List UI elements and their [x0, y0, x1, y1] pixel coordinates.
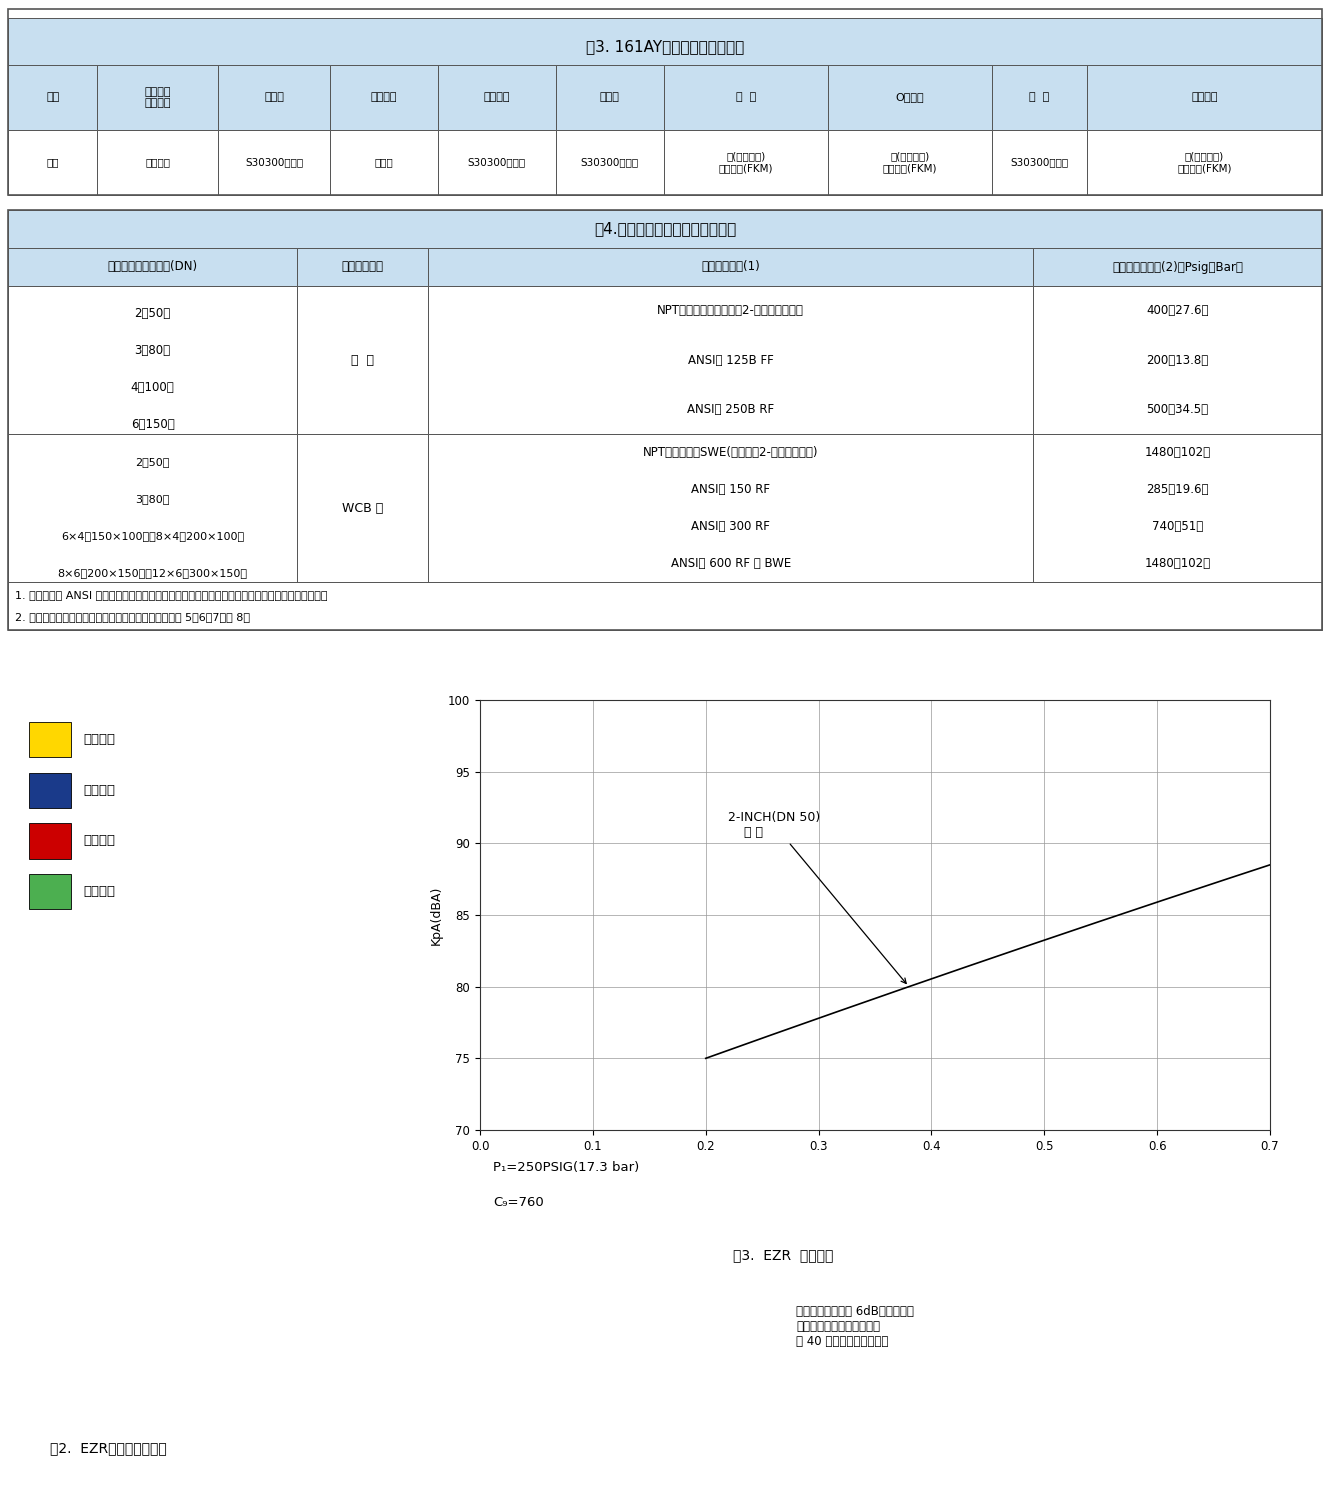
Text: ANSI级 600 RF 或 BWE: ANSI级 600 RF 或 BWE	[670, 557, 791, 570]
Text: 2. 若要了解皮膜材料和其他的压力额定值，请参见表格 5、6、7以及 8。: 2. 若要了解皮膜材料和其他的压力额定值，请参见表格 5、6、7以及 8。	[15, 612, 250, 621]
Bar	[1033, 434, 1322, 582]
Bar	[1033, 286, 1322, 434]
Bar	[556, 64, 664, 130]
Bar	[428, 248, 1033, 286]
Text: O－型环: O－型环	[895, 93, 924, 102]
Text: ANSI级 125B FF: ANSI级 125B FF	[688, 353, 774, 367]
Text: WCB 钢: WCB 钢	[342, 501, 383, 515]
Text: 阀杆支: 阀杆支	[265, 93, 285, 102]
Text: 6×4（150×100），8×4（200×100）: 6×4（150×100），8×4（200×100）	[61, 531, 245, 540]
Bar	[218, 64, 330, 130]
Text: 注意：噪声每增加 6dB，感觉到的
噪声幅度加倍。使用无绝缘
的 40 型管道测试的结果。: 注意：噪声每增加 6dB，感觉到的 噪声幅度加倍。使用无绝缘 的 40 型管道测…	[795, 1305, 914, 1348]
Bar	[1033, 248, 1322, 286]
Text: 控制弹簧: 控制弹簧	[371, 93, 398, 102]
Bar	[297, 248, 428, 286]
Bar	[8, 434, 297, 582]
Text: 图3.  EZR  型噪声图: 图3. EZR 型噪声图	[733, 1248, 833, 1263]
Bar	[29, 723, 70, 757]
Text: 400（27.6）: 400（27.6）	[1146, 304, 1209, 317]
Text: ANSI级 250B RF: ANSI级 250B RF	[688, 402, 774, 416]
Text: 腈(丁腈橡胶)
或氟橡胶(FKM): 腈(丁腈橡胶) 或氟橡胶(FKM)	[718, 151, 773, 174]
Text: 主阀阀体尺寸，英寸(DN): 主阀阀体尺寸，英寸(DN)	[108, 260, 198, 274]
Bar	[428, 286, 1033, 434]
Text: NPT螺纹连接（只适用于2-英寸阀体尺寸）: NPT螺纹连接（只适用于2-英寸阀体尺寸）	[657, 304, 805, 317]
Text: 腈(丁腈橡胶)
或氟橡胶(FKM): 腈(丁腈橡胶) 或氟橡胶(FKM)	[883, 151, 938, 174]
Bar	[829, 64, 992, 130]
Bar	[664, 64, 829, 130]
Bar	[330, 64, 438, 130]
Text: S30300不锈钢: S30300不锈钢	[581, 157, 638, 168]
Text: 球墨铸铁: 球墨铸铁	[145, 157, 170, 168]
Bar	[8, 286, 297, 434]
Text: 阀瓣配件: 阀瓣配件	[1192, 93, 1218, 102]
Text: 腈(丁腈橡胶)
或氟橡胶(FKM): 腈(丁腈橡胶) 或氟橡胶(FKM)	[1177, 151, 1232, 174]
Bar	[8, 209, 1322, 248]
Text: 1480（102）: 1480（102）	[1144, 557, 1210, 570]
Y-axis label: KpA(dBA): KpA(dBA)	[430, 886, 443, 944]
Text: 2（50）: 2（50）	[136, 456, 170, 467]
Text: 1480（102）: 1480（102）	[1144, 446, 1210, 459]
Bar	[8, 248, 297, 286]
Text: S30300不锈钢: S30300不锈钢	[468, 157, 525, 168]
Bar	[330, 130, 438, 194]
Text: S30300不锈钢: S30300不锈钢	[245, 157, 303, 168]
Text: 1. 通常也供应 ANSI 标准外的额定值和端部连接方式的产品，若需帮助，请联系您本地的销售代理。: 1. 通常也供应 ANSI 标准外的额定值和端部连接方式的产品，若需帮助，请联系…	[15, 591, 327, 600]
Text: 8×6（200×150），12×6（300×150）: 8×6（200×150），12×6（300×150）	[57, 568, 247, 577]
Bar	[8, 18, 1322, 75]
Text: P₁=250PSIG(17.3 bar): P₁=250PSIG(17.3 bar)	[493, 1161, 640, 1174]
Bar	[97, 130, 218, 194]
Text: 3（80）: 3（80）	[136, 494, 170, 504]
Text: S30300不锈钢: S30300不锈钢	[1011, 157, 1068, 168]
Text: 6（150）: 6（150）	[130, 419, 174, 431]
Text: 阀  门: 阀 门	[1029, 93, 1049, 102]
Bar	[29, 874, 70, 910]
Bar	[297, 286, 428, 434]
Bar	[29, 773, 70, 808]
Text: 主阀阀体材料: 主阀阀体材料	[342, 260, 384, 274]
Text: 皮  膜: 皮 膜	[735, 93, 755, 102]
Bar	[664, 130, 829, 194]
Bar	[29, 823, 70, 859]
Bar	[829, 130, 992, 194]
Text: ANSI级 150 RF: ANSI级 150 RF	[692, 483, 770, 497]
Bar	[8, 130, 97, 194]
Text: 出口压力: 出口压力	[84, 784, 116, 797]
Text: 铸  铁: 铸 铁	[351, 353, 374, 367]
Text: 285（19.6）: 285（19.6）	[1146, 483, 1209, 497]
Bar	[438, 130, 556, 194]
Bar	[8, 582, 1322, 630]
Text: 图2.  EZR型工作原理图解: 图2. EZR型工作原理图解	[51, 1441, 166, 1454]
Text: 200（13.8）: 200（13.8）	[1146, 353, 1209, 367]
Text: 入口压力: 入口压力	[84, 835, 116, 848]
Bar	[97, 64, 218, 130]
Text: 2-INCH(DN 50)
    阀 体: 2-INCH(DN 50) 阀 体	[729, 811, 906, 983]
Bar	[428, 434, 1033, 582]
Text: 3（80）: 3（80）	[134, 344, 170, 358]
Text: NPT螺纹连接或SWE(只供应于2-英寸阀体尺寸): NPT螺纹连接或SWE(只供应于2-英寸阀体尺寸)	[642, 446, 818, 459]
Text: 2（50）: 2（50）	[134, 307, 170, 320]
Text: 弹簧箱和
底部箱体: 弹簧箱和 底部箱体	[145, 87, 172, 108]
Bar	[218, 130, 330, 194]
Text: 阀杆配件: 阀杆配件	[484, 93, 511, 102]
Bar	[8, 64, 97, 130]
Bar	[1087, 130, 1322, 194]
Bar	[1087, 64, 1322, 130]
Text: 阀体: 阀体	[47, 93, 60, 102]
Text: 镀锌钢: 镀锌钢	[375, 157, 394, 168]
Bar	[297, 434, 428, 582]
Bar	[556, 130, 664, 194]
Bar	[992, 130, 1087, 194]
Text: ANSI级 300 RF: ANSI级 300 RF	[692, 521, 770, 533]
Text: 铸铁: 铸铁	[47, 157, 59, 168]
Text: C₉=760: C₉=760	[493, 1195, 544, 1209]
Text: 表4.主阀阀体尺寸和端部连接方式: 表4.主阀阀体尺寸和端部连接方式	[595, 221, 735, 236]
Text: 端部连接方式(1): 端部连接方式(1)	[701, 260, 759, 274]
Text: 500（34.5）: 500（34.5）	[1146, 402, 1209, 416]
Text: 结构设计额定值(2)，Psig（Bar）: 结构设计额定值(2)，Psig（Bar）	[1112, 260, 1244, 274]
Text: 大气压力: 大气压力	[84, 733, 116, 747]
Text: 表3. 161AY系列指挥器结构材料: 表3. 161AY系列指挥器结构材料	[587, 39, 743, 54]
Text: 推进杆: 推进杆	[600, 93, 620, 102]
Text: 4（100）: 4（100）	[130, 381, 174, 395]
Text: 740（51）: 740（51）	[1152, 521, 1204, 533]
Text: 负载压力: 负载压力	[84, 886, 116, 898]
